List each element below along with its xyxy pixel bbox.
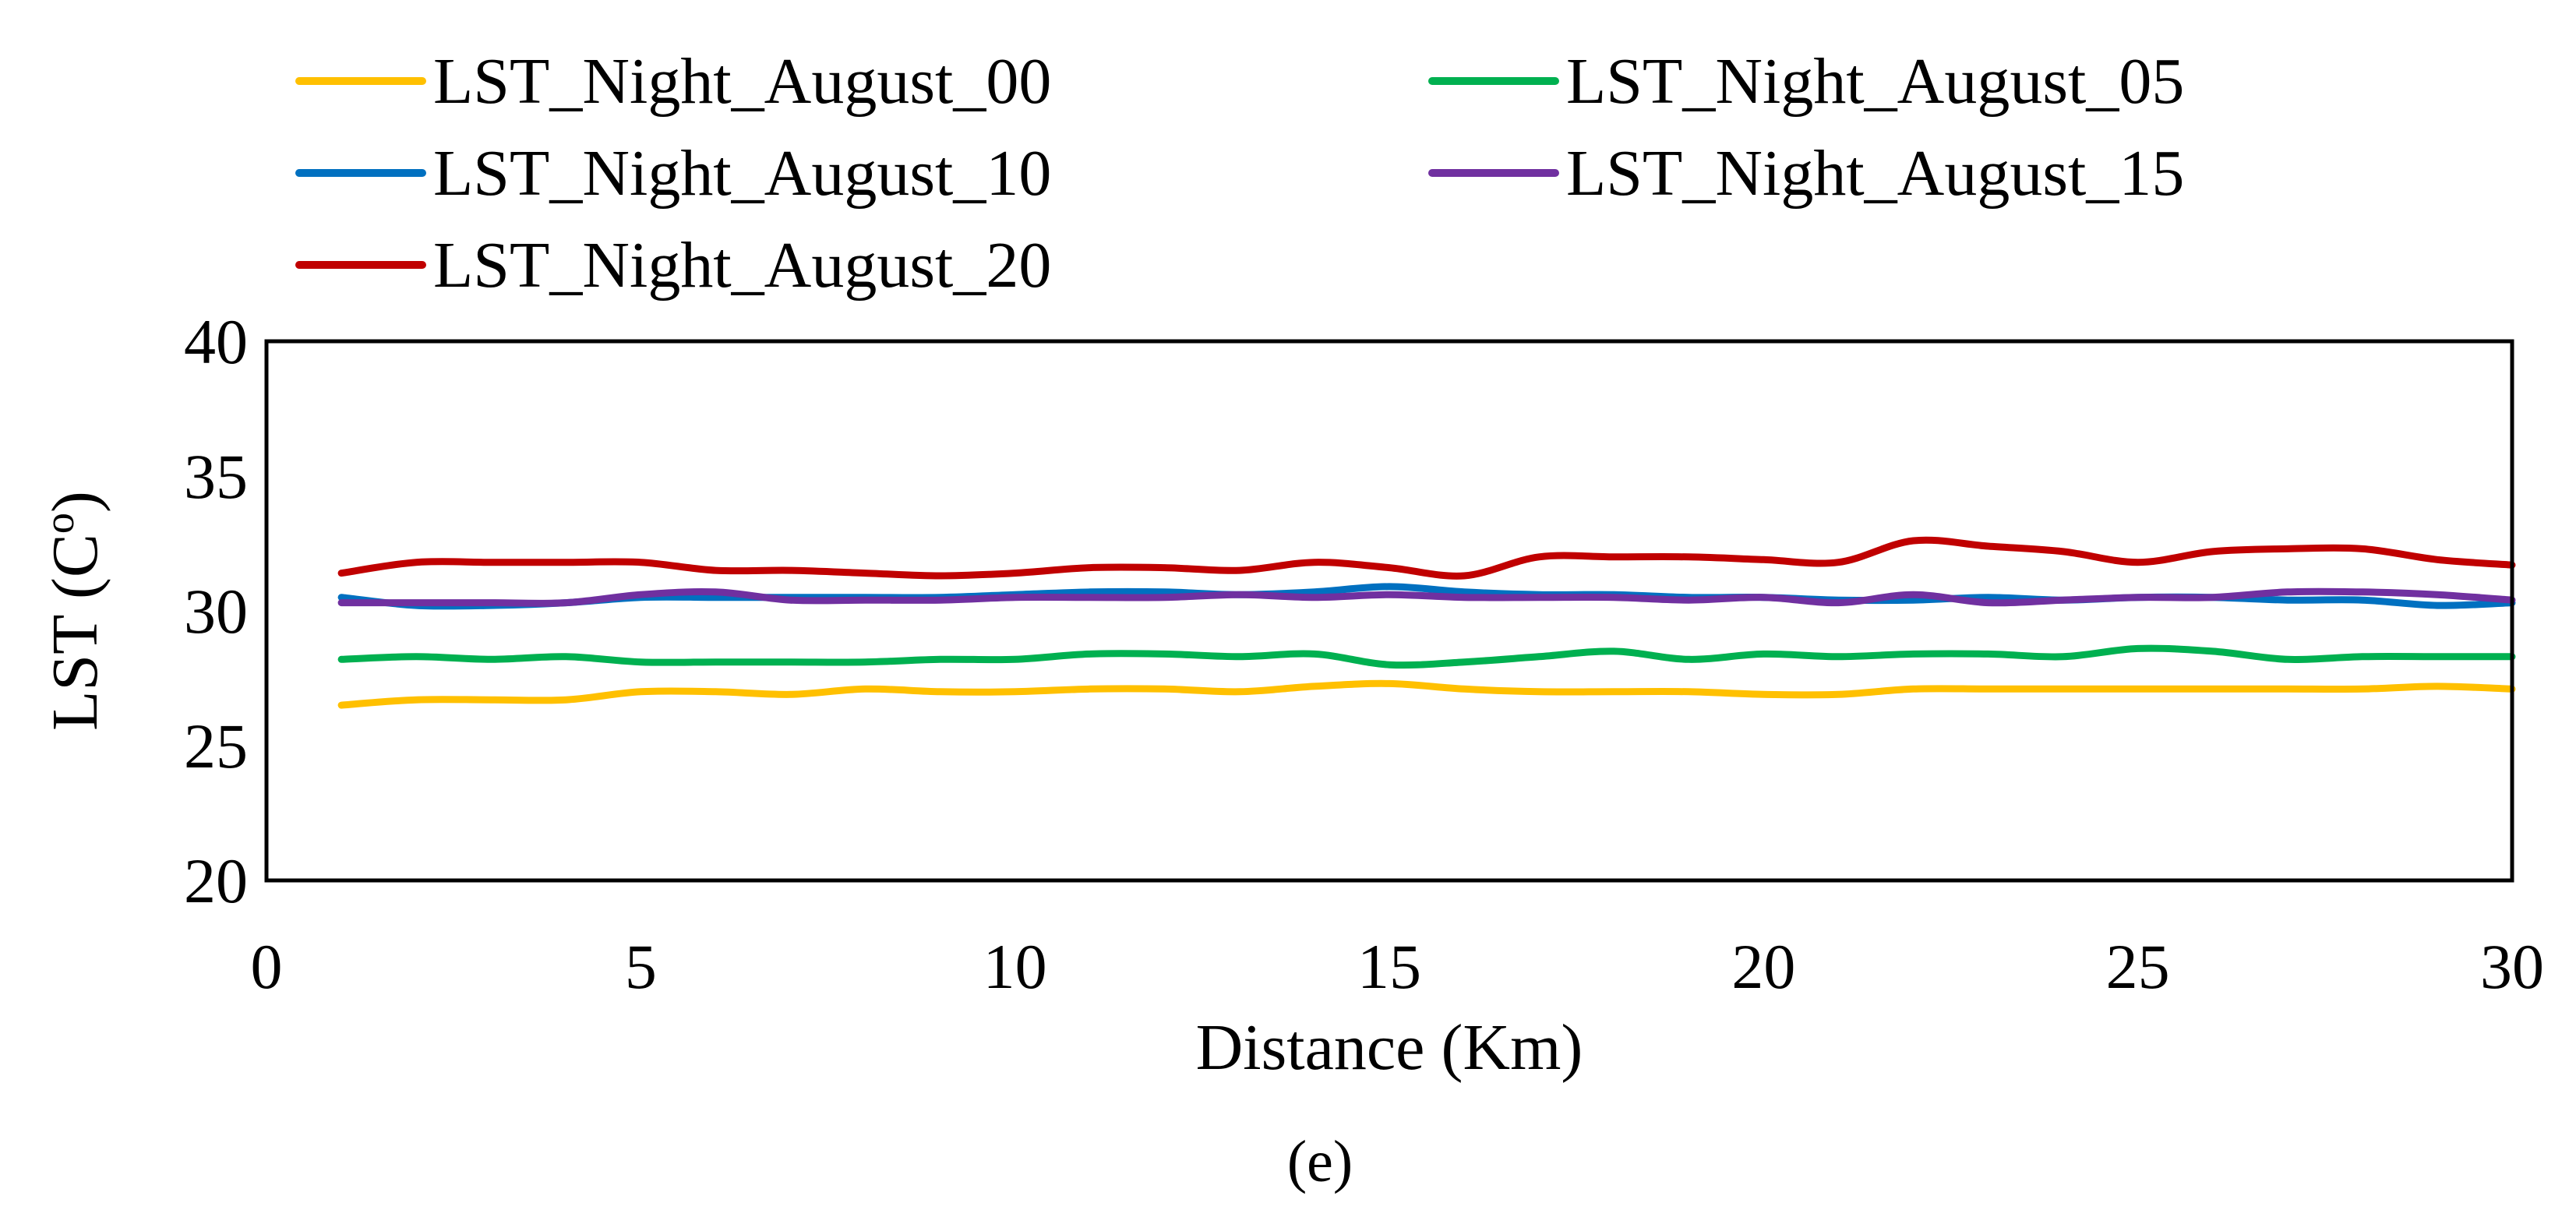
x-tick-label: 15 xyxy=(1357,931,1421,1002)
legend-label: LST_Night_August_20 xyxy=(433,229,1051,302)
series-lines xyxy=(337,536,2516,709)
y-axis-title-main: LST (C xyxy=(39,534,111,731)
series-line-lst-night-august-00 xyxy=(337,679,2516,709)
x-tick-label: 25 xyxy=(2106,931,2170,1002)
panel-label: (e) xyxy=(1287,1129,1353,1194)
x-tick-label: 5 xyxy=(625,931,657,1002)
x-axis-tick-labels: 0 5 10 15 20 25 30 xyxy=(251,931,2545,1002)
y-axis-title: LST (Co) xyxy=(36,491,111,731)
y-tick-label: 20 xyxy=(184,845,248,916)
y-axis-title-close: ) xyxy=(39,491,111,513)
x-tick-label: 20 xyxy=(1731,931,1795,1002)
legend-label: LST_Night_August_15 xyxy=(1566,137,2184,210)
legend-item: LST_Night_August_20 xyxy=(295,229,1051,302)
y-tick-label: 25 xyxy=(184,711,248,781)
plot-area-frame xyxy=(264,339,2514,883)
y-tick-label: 40 xyxy=(184,306,248,377)
x-axis-title: Distance (Km) xyxy=(1196,1011,1583,1084)
x-tick-label: 0 xyxy=(251,931,283,1002)
x-tick-label: 10 xyxy=(983,931,1047,1002)
y-tick-label: 35 xyxy=(184,441,248,512)
legend-item: LST_Night_August_10 xyxy=(295,137,1051,210)
y-axis-tick-labels: 20 25 30 35 40 xyxy=(184,306,248,916)
legend-label: LST_Night_August_05 xyxy=(1566,45,2184,118)
legend-label: LST_Night_August_10 xyxy=(433,137,1051,210)
series-line-lst-night-august-05 xyxy=(337,644,2516,669)
legend-item: LST_Night_August_05 xyxy=(1428,45,2184,118)
series-line-lst-night-august-15 xyxy=(337,587,2516,607)
legend-label: LST_Night_August_00 xyxy=(433,45,1051,118)
legend-item: LST_Night_August_15 xyxy=(1428,137,2184,210)
x-tick-label: 30 xyxy=(2480,931,2544,1002)
legend-item: LST_Night_August_00 xyxy=(295,45,1051,118)
legend: LST_Night_August_00 LST_Night_August_05 LS… xyxy=(295,45,2184,302)
y-axis-title-superscript: o xyxy=(36,513,83,534)
series-line-lst-night-august-20 xyxy=(337,536,2516,580)
y-tick-label: 30 xyxy=(184,576,248,647)
